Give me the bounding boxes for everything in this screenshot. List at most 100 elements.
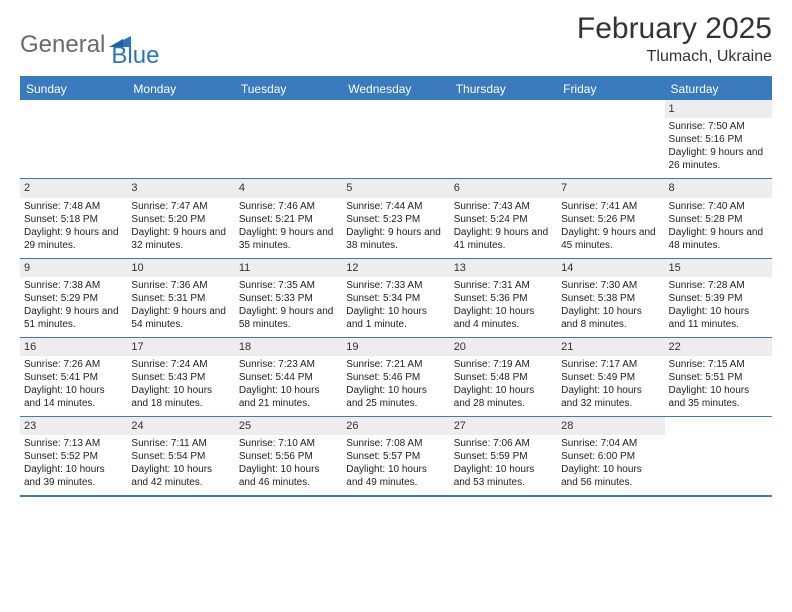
sunrise-text: Sunrise: 7:21 AM [346,358,445,371]
day-number: 17 [127,338,234,356]
day-number: 4 [235,179,342,197]
day-number: 18 [235,338,342,356]
calendar-cell: 20Sunrise: 7:19 AMSunset: 5:48 PMDayligh… [450,338,557,416]
day-header: Wednesday [342,78,449,100]
calendar-cell: 17 Sunrise: 7:24 AMSunset: 5:43 PMDayligh… [127,338,234,416]
sunrise-text: Sunrise: 7:24 AM [131,358,230,371]
logo-text-2: Blue [111,42,159,70]
sunrise-text: Sunrise: 7:35 AM [239,279,338,292]
daylight-text: Daylight: 9 hours and 35 minutes. [239,226,338,252]
sunset-text: Sunset: 5:23 PM [346,213,445,226]
day-number: 27 [450,417,557,435]
day-number: 19 [342,338,449,356]
calendar-cell: 10Sunrise: 7:36 AMSunset: 5:31 PMDayligh… [127,259,234,337]
calendar-cell: 18Sunrise: 7:23 AMSunset: 5:44 PMDayligh… [235,338,342,416]
sunrise-text: Sunrise: 7:23 AM [239,358,338,371]
sunset-text: Sunset: 6:00 PM [561,450,660,463]
sunrise-text: Sunrise: 7:40 AM [669,200,768,213]
day-header: Saturday [665,78,772,100]
day-number: 23 [20,417,127,435]
day-number: 3 [127,179,234,197]
daylight-text: Daylight: 9 hours and 32 minutes. [131,226,230,252]
sunrise-text: Sunrise: 7:44 AM [346,200,445,213]
sunrise-text: Sunrise: 7:30 AM [561,279,660,292]
daylight-text: Daylight: 10 hours and 53 minutes. [454,463,553,489]
day-number: 24 [127,417,234,435]
sunset-text: Sunset: 5:18 PM [24,213,123,226]
calendar-cell: 21Sunrise: 7:17 AMSunset: 5:49 PMDayligh… [557,338,664,416]
sunset-text: Sunset: 5:21 PM [239,213,338,226]
daylight-text: Daylight: 10 hours and 46 minutes. [239,463,338,489]
day-number: 7 [557,179,664,197]
daylight-text: Daylight: 10 hours and 39 minutes. [24,463,123,489]
calendar-cell: 15Sunrise: 7:28 AMSunset: 5:39 PMDayligh… [665,259,772,337]
calendar-cell: 1Sunrise: 7:50 AMSunset: 5:16 PMDaylight… [665,100,772,178]
calendar-cell: 22Sunrise: 7:15 AMSunset: 5:51 PMDayligh… [665,338,772,416]
daylight-text: Daylight: 9 hours and 54 minutes. [131,305,230,331]
day-header-row: SundayMondayTuesdayWednesdayThursdayFrid… [20,78,772,100]
calendar-cell: 6Sunrise: 7:43 AMSunset: 5:24 PMDaylight… [450,179,557,257]
sunrise-text: Sunrise: 7:19 AM [454,358,553,371]
sunrise-text: Sunrise: 7:38 AM [24,279,123,292]
sunset-text: Sunset: 5:49 PM [561,371,660,384]
calendar-cell: 19 Sunrise: 7:21 AMSunset: 5:46 PMDayligh… [342,338,449,416]
day-number: 22 [665,338,772,356]
sunset-text: Sunset: 5:59 PM [454,450,553,463]
day-number: 2 [20,179,127,197]
sunset-text: Sunset: 5:38 PM [561,292,660,305]
day-header: Thursday [450,78,557,100]
sunset-text: Sunset: 5:52 PM [24,450,123,463]
calendar-cell: 8Sunrise: 7:40 AMSunset: 5:28 PMDaylight… [665,179,772,257]
sunset-text: Sunset: 5:29 PM [24,292,123,305]
sunset-text: Sunset: 5:39 PM [669,292,768,305]
daylight-text: Daylight: 9 hours and 45 minutes. [561,226,660,252]
sunrise-text: Sunrise: 7:33 AM [346,279,445,292]
sunrise-text: Sunrise: 7:26 AM [24,358,123,371]
calendar-cell: 2Sunrise: 7:48 AMSunset: 5:18 PMDaylight… [20,179,127,257]
sunset-text: Sunset: 5:44 PM [239,371,338,384]
calendar-cell: 12Sunrise: 7:33 AMSunset: 5:34 PMDayligh… [342,259,449,337]
calendar-cell: 28Sunrise: 7:04 AMSunset: 6:00 PMDayligh… [557,417,664,495]
sunrise-text: Sunrise: 7:11 AM [131,437,230,450]
calendar-week: 9Sunrise: 7:38 AMSunset: 5:29 PMDaylight… [20,258,772,337]
day-number: 21 [557,338,664,356]
sunset-text: Sunset: 5:48 PM [454,371,553,384]
sunset-text: Sunset: 5:51 PM [669,371,768,384]
daylight-text: Daylight: 10 hours and 56 minutes. [561,463,660,489]
sunset-text: Sunset: 5:16 PM [669,133,768,146]
sunrise-text: Sunrise: 7:17 AM [561,358,660,371]
calendar-cell: 7 Sunrise: 7:41 AMSunset: 5:26 PMDaylight… [557,179,664,257]
sunset-text: Sunset: 5:43 PM [131,371,230,384]
sunset-text: Sunset: 5:33 PM [239,292,338,305]
day-number: 8 [665,179,772,197]
sunrise-text: Sunrise: 7:28 AM [669,279,768,292]
calendar-cell: 5Sunrise: 7:44 AMSunset: 5:23 PMDaylight… [342,179,449,257]
sunset-text: Sunset: 5:31 PM [131,292,230,305]
sunrise-text: Sunrise: 7:46 AM [239,200,338,213]
daylight-text: Daylight: 10 hours and 25 minutes. [346,384,445,410]
day-number: 16 [20,338,127,356]
calendar-cell: 23Sunrise: 7:13 AMSunset: 5:52 PMDayligh… [20,417,127,495]
calendar-cell: 9Sunrise: 7:38 AMSunset: 5:29 PMDaylight… [20,259,127,337]
sunset-text: Sunset: 5:26 PM [561,213,660,226]
sunrise-text: Sunrise: 7:15 AM [669,358,768,371]
day-header: Sunday [20,78,127,100]
sunset-text: Sunset: 5:54 PM [131,450,230,463]
sunrise-text: Sunrise: 7:41 AM [561,200,660,213]
calendar-cell: 24Sunrise: 7:11 AMSunset: 5:54 PMDayligh… [127,417,234,495]
sunrise-text: Sunrise: 7:06 AM [454,437,553,450]
calendar-week: 23Sunrise: 7:13 AMSunset: 5:52 PMDayligh… [20,416,772,495]
sunrise-text: Sunrise: 7:04 AM [561,437,660,450]
daylight-text: Daylight: 9 hours and 38 minutes. [346,226,445,252]
daylight-text: Daylight: 9 hours and 51 minutes. [24,305,123,331]
sunset-text: Sunset: 5:20 PM [131,213,230,226]
daylight-text: Daylight: 9 hours and 41 minutes. [454,226,553,252]
daylight-text: Daylight: 10 hours and 18 minutes. [131,384,230,410]
header: General Blue February 2025 Tlumach, Ukra… [20,12,772,70]
calendar-cell [127,100,234,178]
calendar: SundayMondayTuesdayWednesdayThursdayFrid… [20,76,772,497]
calendar-cell [450,100,557,178]
daylight-text: Daylight: 10 hours and 49 minutes. [346,463,445,489]
sunset-text: Sunset: 5:46 PM [346,371,445,384]
month-title: February 2025 [577,12,772,46]
